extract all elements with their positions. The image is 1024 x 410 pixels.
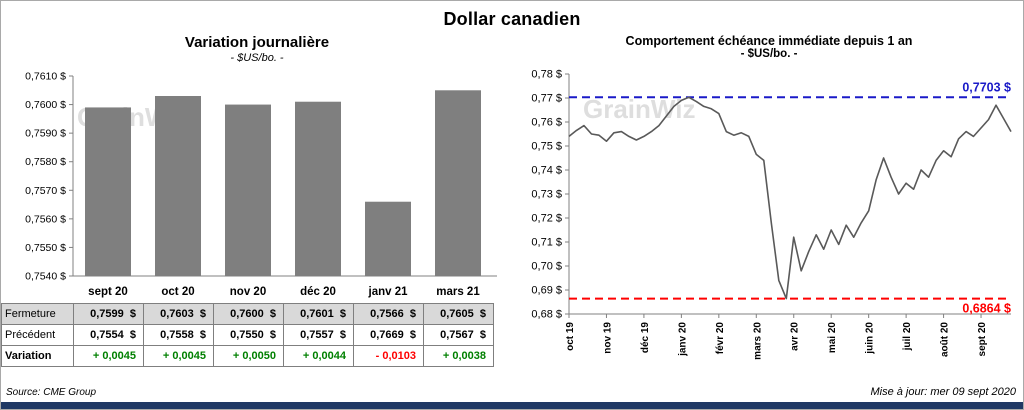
cell-precedent-2: 0,7550 $ [213,324,284,346]
values-table: Fermeture 0,7599 $0,7603 $0,7600 $0,7601 … [1,303,494,367]
table-row-variation: Variation + 0,0045 + 0,0045 + 0,0050 + 0,004… [1,345,494,367]
bar-y-tick-label: 0,7590 $ [25,128,66,140]
bar-y-tick-label: 0,7610 $ [25,71,66,83]
page-title: Dollar canadien [443,9,581,29]
cell-fermeture-0: 0,7599 $ [73,303,144,325]
yearly-trend-panel: Comportement échéance immédiate depuis 1… [513,34,1023,382]
line-y-tick-label: 0,77 $ [531,93,562,105]
line-y-tick-label: 0,69 $ [531,285,562,297]
line-y-tick-label: 0,71 $ [531,237,562,249]
month-label: nov 20 [229,286,267,298]
line-x-tick-label: juil 20 [902,322,913,352]
line-x-tick-label: oct 19 [565,322,576,351]
line-y-tick-label: 0,74 $ [531,165,562,177]
line-x-tick-label: févr 20 [715,322,726,355]
line-x-tick-label: juin 20 [865,322,876,355]
bar-sept-20 [85,107,131,276]
source-note: Source: CME Group [6,387,97,398]
bar-déc-20 [295,101,341,276]
bar-y-tick-label: 0,7550 $ [25,242,66,254]
bar-oct-20 [155,96,201,276]
month-label: janv 21 [368,286,408,298]
line-y-tick-label: 0,75 $ [531,141,562,153]
line-x-tick-label: déc 19 [640,322,651,354]
line-x-tick-label: janv 20 [677,322,688,357]
cell-fermeture-5: 0,7605 $ [423,303,494,325]
cell-precedent-1: 0,7558 $ [143,324,214,346]
cell-variation-4: - 0,0103 [353,345,424,367]
bar-y-tick-label: 0,7560 $ [25,213,66,225]
month-label: mars 21 [436,286,480,298]
row-label-fermeture: Fermeture [1,303,74,325]
bar-chart-subtitle: - $US/bo. - [230,52,284,64]
bar-chart-title: Variation journalière [184,34,330,51]
line-y-tick-label: 0,72 $ [531,213,562,225]
bar-y-tick-label: 0,7570 $ [25,185,66,197]
line-chart-title: Comportement échéance immédiate depuis 1… [625,34,913,48]
table-row-precedent: Précédent 0,7554 $0,7558 $0,7550 $0,7557 … [1,324,494,346]
row-label-variation: Variation [1,345,74,367]
cell-variation-2: + 0,0050 [213,345,284,367]
high-reference-label: 0,7703 $ [962,80,1011,94]
bar-janv-21 [365,201,411,276]
row-label-precedent: Précédent [1,324,74,346]
line-y-tick-label: 0,70 $ [531,261,562,273]
line-x-tick-label: mai 20 [827,322,838,354]
month-label: sept 20 [88,286,128,298]
line-x-tick-label: avr 20 [790,322,801,351]
bar-y-tick-label: 0,7600 $ [25,99,66,111]
bar-mars-21 [435,90,481,277]
line-chart-area: GrainWiz 0,68 $0,69 $0,70 $0,71 $0,72 $0… [513,64,1023,382]
cell-fermeture-4: 0,7566 $ [353,303,424,325]
cell-precedent-4: 0,7669 $ [353,324,424,346]
line-y-tick-label: 0,78 $ [531,69,562,81]
bottom-accent-bar [1,402,1023,409]
low-reference-label: 0,6864 $ [962,302,1011,316]
cell-variation-1: + 0,0045 [143,345,214,367]
bar-chart-month-labels: sept 20 oct 20 nov 20 déc 20 janv 21 mars 21 [1,282,493,302]
line-x-tick-label: sept 20 [977,322,988,357]
bar-chart-area: GrainWiz 0,7540 $0,7550 $0,7560 $0,7570 … [1,68,513,282]
line-x-tick-label: mars 20 [752,322,763,360]
month-label: déc 20 [300,286,336,298]
cell-variation-0: + 0,0045 [73,345,144,367]
cell-precedent-5: 0,7567 $ [423,324,494,346]
cell-fermeture-2: 0,7600 $ [213,303,284,325]
cell-variation-5: + 0,0038 [423,345,494,367]
bar-nov-20 [225,104,271,276]
cell-variation-3: + 0,0044 [283,345,354,367]
line-chart: 0,68 $ 0,69 $ 0,70 $ 0,71 $ 0,72 $ 0,73 $ 0,74… [531,69,1012,360]
cell-fermeture-1: 0,7603 $ [143,303,214,325]
table-row-fermeture: Fermeture 0,7599 $0,7603 $0,7600 $0,7601 … [1,303,494,325]
cell-fermeture-3: 0,7601 $ [283,303,354,325]
line-x-tick-label: août 20 [940,322,951,357]
bar-chart: 0,7540 $ 0,7550 $ 0,7560 $ 0,7570 $ 0,7580 $… [25,71,497,283]
bar-y-tick-label: 0,7540 $ [25,271,66,283]
line-chart-subtitle: - $US/bo. - [740,48,798,60]
line-x-tick-label: nov 19 [602,322,613,354]
bar-y-tick-label: 0,7580 $ [25,156,66,168]
watermark: GrainWiz [583,94,696,124]
cell-precedent-3: 0,7557 $ [283,324,354,346]
daily-variation-panel: Variation journalière - $US/bo. - GrainW… [1,34,513,367]
price-line [568,96,1012,300]
line-y-tick-label: 0,73 $ [531,189,562,201]
line-y-tick-label: 0,68 $ [531,309,562,321]
cell-precedent-0: 0,7554 $ [73,324,144,346]
line-y-tick-label: 0,76 $ [531,117,562,129]
month-label: oct 20 [161,286,195,298]
updated-note: Mise à jour: mer 09 sept 2020 [870,386,1016,398]
